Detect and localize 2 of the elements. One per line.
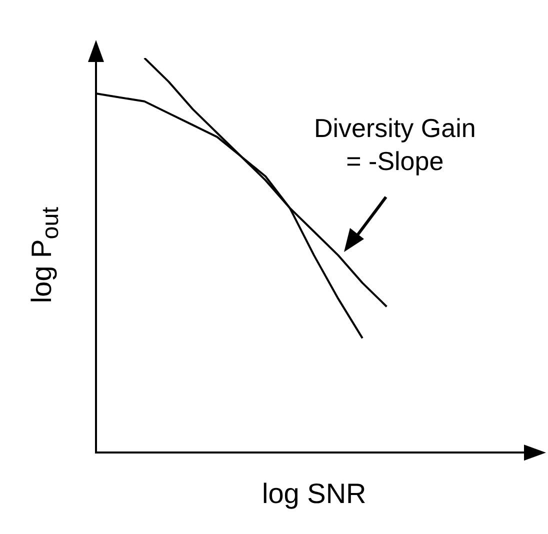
x-axis-title: log SNR <box>262 478 366 509</box>
annotation: Diversity Gain = -Slope <box>314 112 476 177</box>
